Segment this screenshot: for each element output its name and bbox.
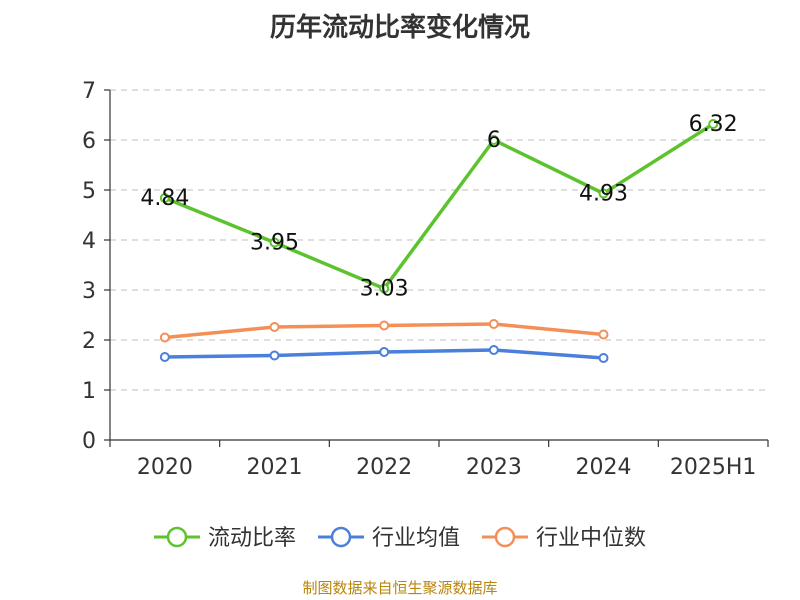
data-point[interactable]	[598, 329, 609, 340]
legend-label: 行业均值	[372, 526, 460, 551]
data-label: 4.84	[140, 186, 189, 211]
legend-item[interactable]: 行业均值	[318, 526, 460, 551]
chart-title: 历年流动比率变化情况	[270, 12, 530, 43]
legend-label: 行业中位数	[536, 526, 646, 551]
legend-item[interactable]: 行业中位数	[482, 526, 646, 551]
x-axis-ticks: 2020 2021 2022 2023 2024 2025H1	[137, 455, 757, 480]
axes	[104, 89, 769, 447]
legend-marker	[494, 526, 516, 548]
source-note: 制图数据来自恒生聚源数据库	[302, 579, 497, 597]
legend-marker	[330, 526, 352, 548]
x-tick-label: 2022	[356, 455, 412, 480]
x-tick-label: 2021	[247, 455, 303, 480]
data-point[interactable]	[269, 237, 280, 248]
x-tick-label: 2023	[466, 455, 522, 480]
data-point[interactable]	[159, 352, 170, 362]
series-line	[164, 122, 715, 291]
data-point[interactable]	[708, 119, 719, 129]
y-tick-label: 5	[82, 179, 96, 204]
y-tick-label: 6	[82, 129, 96, 154]
grid-lines	[110, 89, 768, 391]
data-point[interactable]	[598, 188, 609, 199]
series-group	[159, 119, 719, 363]
data-labels: 4.84 3.95 3.03 6 4.93 6.32	[140, 112, 737, 302]
data-label: 6	[487, 128, 501, 153]
x-tick-label: 2020	[137, 455, 193, 480]
data-point[interactable]	[159, 193, 170, 203]
y-tick-label: 7	[82, 79, 96, 104]
data-point[interactable]	[488, 345, 499, 355]
data-point[interactable]	[379, 320, 390, 331]
data-label: 4.93	[579, 182, 628, 207]
x-tick-label: 2024	[576, 455, 632, 480]
data-label: 3.03	[360, 277, 409, 302]
data-point[interactable]	[159, 332, 170, 343]
y-tick-label: 1	[82, 379, 96, 404]
legend-label: 流动比率	[208, 526, 296, 551]
data-label: 3.95	[250, 231, 299, 256]
legend[interactable]: 流动比率 行业均值 行业中位数	[154, 526, 646, 551]
data-point[interactable]	[379, 347, 390, 357]
data-label: 6.32	[689, 112, 738, 137]
data-point[interactable]	[379, 283, 390, 294]
y-tick-label: 3	[82, 279, 96, 304]
data-point[interactable]	[488, 319, 499, 329]
y-tick-label: 4	[82, 229, 96, 254]
data-point[interactable]	[488, 135, 499, 145]
y-tick-label: 0	[82, 429, 96, 454]
legend-marker	[166, 526, 188, 548]
legend-item[interactable]: 流动比率	[154, 526, 296, 551]
y-axis-ticks: 0 1 2 3 4 5 6 7	[82, 79, 96, 454]
x-tick-label: 2025H1	[670, 455, 757, 480]
data-point[interactable]	[598, 353, 609, 363]
y-tick-label: 2	[82, 329, 96, 354]
data-point[interactable]	[269, 350, 280, 361]
data-point[interactable]	[269, 322, 280, 332]
